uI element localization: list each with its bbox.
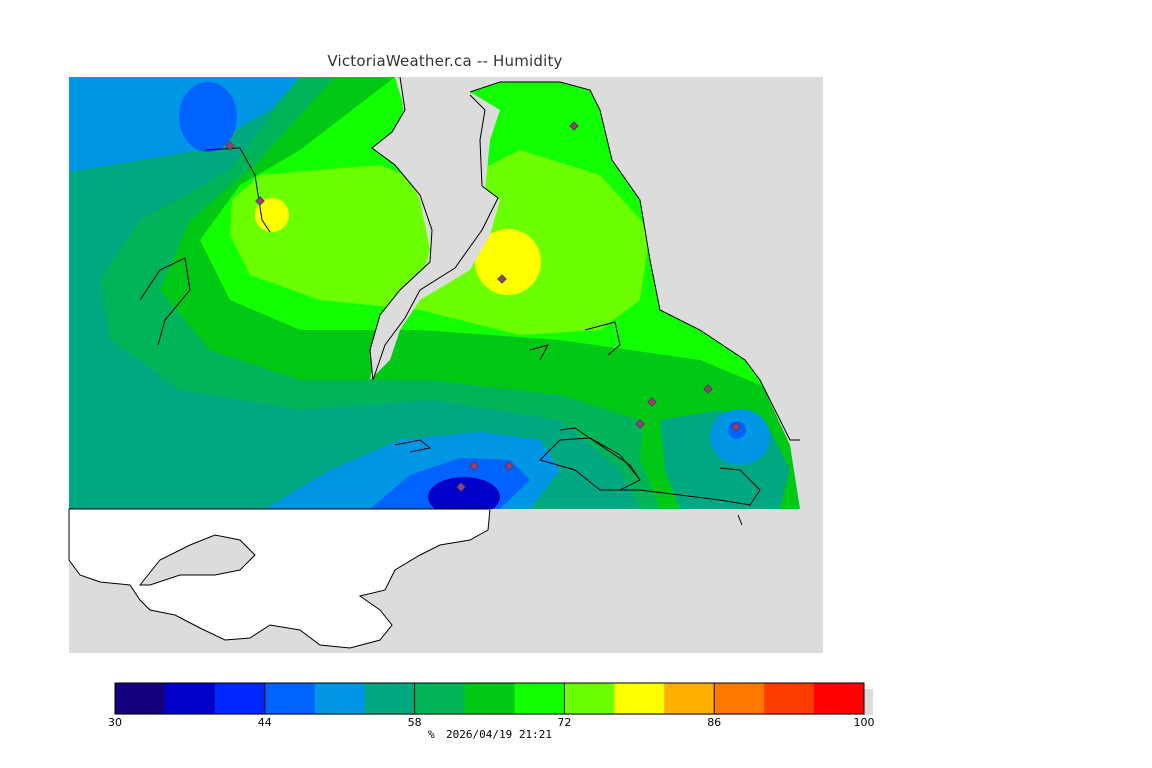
colorbar-band [614,683,665,714]
colorbar-band [414,683,466,714]
olympic-peninsula [68,508,491,649]
colorbar-band [164,683,216,714]
water-mask [370,77,823,509]
colorbar-tick-label: 86 [707,716,721,729]
colorbar-frame [114,682,865,715]
station-marker[interactable] [456,482,466,492]
colorbar-band [314,683,366,714]
colorbar-band [115,683,166,714]
colorbar-band [714,683,765,714]
colorbar-tick-label: 44 [258,716,272,729]
colorbar-tick-label: 58 [408,716,422,729]
station-marker[interactable] [225,141,235,151]
station-marker[interactable] [731,422,741,432]
station-marker[interactable] [703,384,713,394]
colorbar-band [364,683,416,714]
colorbar-ticks: 30 44 58 72 86 100 [108,683,875,729]
colorbar-bands [114,682,865,715]
coastlines [139,76,800,526]
colorbar-timestamp: 2026/04/19 21:21 [446,728,552,741]
colorbar-band [564,683,615,714]
colorbar-band [514,683,565,714]
colorbar-unit: % [428,728,435,741]
station-marker[interactable] [635,419,645,429]
colorbar-band [464,683,515,714]
map-title: VictoriaWeather.ca -- Humidity [327,52,563,70]
station-marker[interactable] [469,461,479,471]
colorbar-tick-label: 72 [557,716,571,729]
colorbar-band [264,683,316,714]
station-marker[interactable] [647,397,657,407]
colorbar: 30 44 58 72 86 100 % 2026/04/19 21:21 [108,682,875,741]
colorbar-band [214,683,266,714]
inner-land [138,534,256,586]
colorbar-tick-label: 30 [108,716,122,729]
upper-strait-mask [370,77,498,380]
colorbar-tick-label: 100 [854,716,875,729]
station-marker[interactable] [497,274,507,284]
station-marker[interactable] [569,121,579,131]
colorbar-band [764,683,815,714]
colorbar-band [814,683,865,714]
station-marker[interactable] [504,461,514,471]
station-markers [225,121,741,492]
colorbar-band [664,683,715,714]
station-marker[interactable] [255,196,265,206]
